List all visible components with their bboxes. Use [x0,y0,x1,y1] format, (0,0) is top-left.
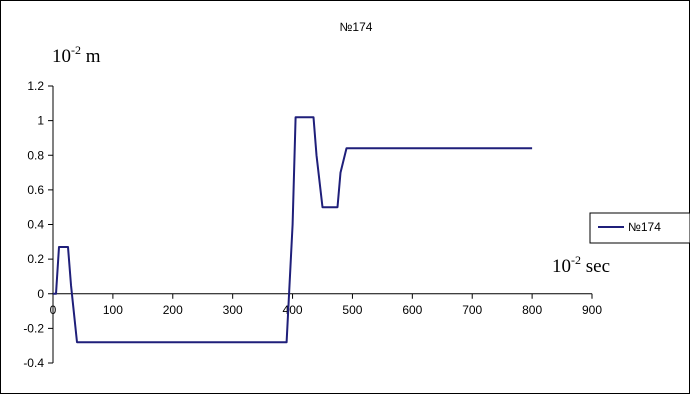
series-line [53,116,533,344]
y-tick-label: 0.6 [27,183,44,197]
y-tick-label: 0.4 [27,218,44,232]
ticks: -0.4 -0.2 0 0.2 0.4 0.6 0.8 1 1.2 0 100 200 300 400 50… [23,79,602,370]
x-tick-label: 100 [103,303,123,317]
legend-label: №174 [628,220,661,234]
legend: №174 [589,212,690,244]
x-tick-label: 800 [522,303,542,317]
x-tick-label: 700 [462,303,482,317]
y-axis-unit-label: 10-2 m [52,43,101,67]
chart-title: №174 [340,20,373,34]
x-tick-label: 500 [342,303,362,317]
x-tick-label: 400 [283,303,303,317]
y-tick-label: 0.8 [27,148,44,162]
x-tick-label: 300 [223,303,243,317]
axes [52,86,592,363]
y-tick-label: 1.2 [27,79,44,93]
y-tick-label: -0.2 [23,321,44,335]
y-tick-label: 1 [37,114,44,128]
y-tick-label: 0 [37,287,44,301]
x-tick-label: 0 [50,303,57,317]
y-tick-label: 0.2 [27,252,44,266]
x-tick-label: 200 [163,303,183,317]
x-tick-label: 600 [402,303,422,317]
x-tick-label: 900 [582,303,602,317]
y-tick-label: -0.4 [23,356,44,370]
x-axis-unit-label: 10-2 sec [552,253,610,277]
plot-area [53,116,533,344]
